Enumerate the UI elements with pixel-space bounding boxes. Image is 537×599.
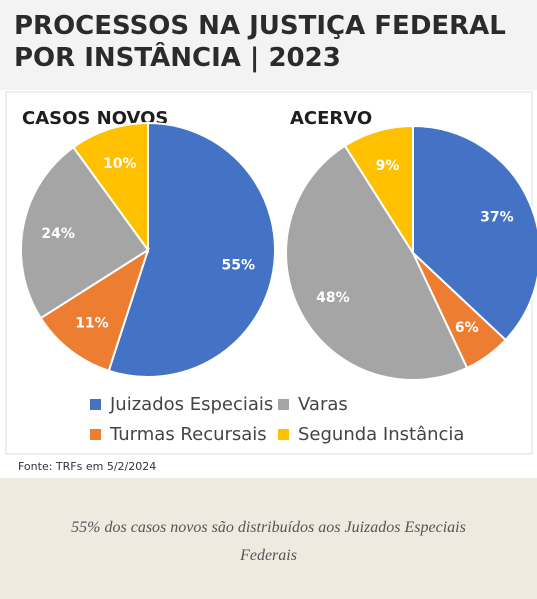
pie-slice: Varas	[285, 144, 469, 382]
title-line: PROCESSOS NA JUSTIÇA FEDERAL	[14, 11, 506, 41]
value-label: 9%	[376, 158, 400, 174]
legend-label: Varas	[298, 394, 348, 415]
legend-swatch	[278, 429, 289, 440]
legend-label: Turmas Recursais	[109, 424, 267, 445]
value-label: 11%	[75, 315, 109, 331]
pie-title: ACERVO	[290, 108, 372, 129]
legend-label: Juizados Especiais	[109, 394, 273, 415]
value-label: 6%	[455, 320, 479, 336]
value-label: 48%	[316, 290, 350, 306]
chart: PROCESSOS NA JUSTIÇA FEDERAL POR INSTÂNC…	[0, 0, 537, 473]
source: Fonte: TRFs em 5/2/2024	[18, 460, 156, 473]
pie-slice: Juizados Especiais	[412, 124, 537, 342]
value-label: 10%	[103, 156, 137, 172]
pie-slice: Turmas Recursais	[39, 247, 150, 373]
caption: 55% dos casos novos são distribuídos aos…	[0, 478, 537, 599]
value-label: 24%	[41, 226, 75, 242]
pie-slice: Varas	[20, 145, 150, 320]
header-band	[0, 0, 537, 90]
legend-swatch	[90, 429, 101, 440]
legend-label: Segunda Instância	[298, 424, 464, 445]
pie-slice: Segunda Instância	[71, 121, 149, 254]
legend-swatch	[90, 399, 101, 410]
pie-slice: Segunda Instância	[343, 124, 414, 257]
value-label: 55%	[222, 257, 256, 273]
legend-swatch	[278, 399, 289, 410]
title-line: POR INSTÂNCIA | 2023	[14, 41, 341, 73]
value-label: 37%	[480, 210, 514, 226]
pie-slice: Juizados Especiais	[107, 121, 276, 378]
